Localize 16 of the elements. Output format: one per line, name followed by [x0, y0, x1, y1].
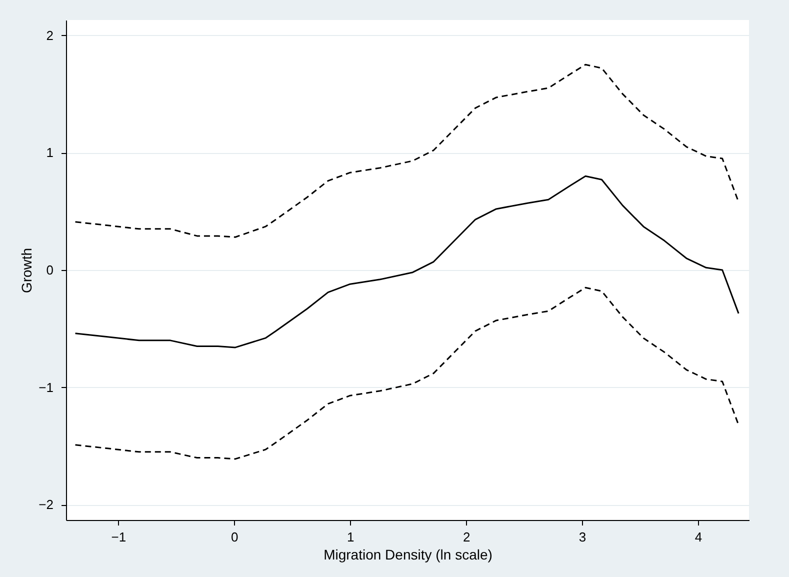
x-tick-label: −1	[111, 530, 126, 544]
y-tick-label: 1	[46, 145, 54, 160]
line-series	[74, 286, 740, 460]
y-axis-title: Growth	[18, 248, 35, 294]
x-tick-label: 3	[578, 530, 586, 544]
line-series	[74, 64, 740, 238]
x-axis-title: Migration Density (ln scale)	[324, 546, 492, 562]
x-tick-label: 4	[694, 530, 702, 544]
x-tick-label: 0	[231, 530, 238, 544]
line-series	[74, 175, 740, 348]
y-tick-label: 2	[46, 28, 54, 43]
y-tick-label: 0	[46, 262, 54, 278]
y-tick-label: −1	[38, 380, 54, 395]
x-tick-label: 2	[462, 530, 470, 544]
x-tick-label: 1	[346, 530, 354, 544]
y-tick-label: −2	[38, 497, 54, 512]
